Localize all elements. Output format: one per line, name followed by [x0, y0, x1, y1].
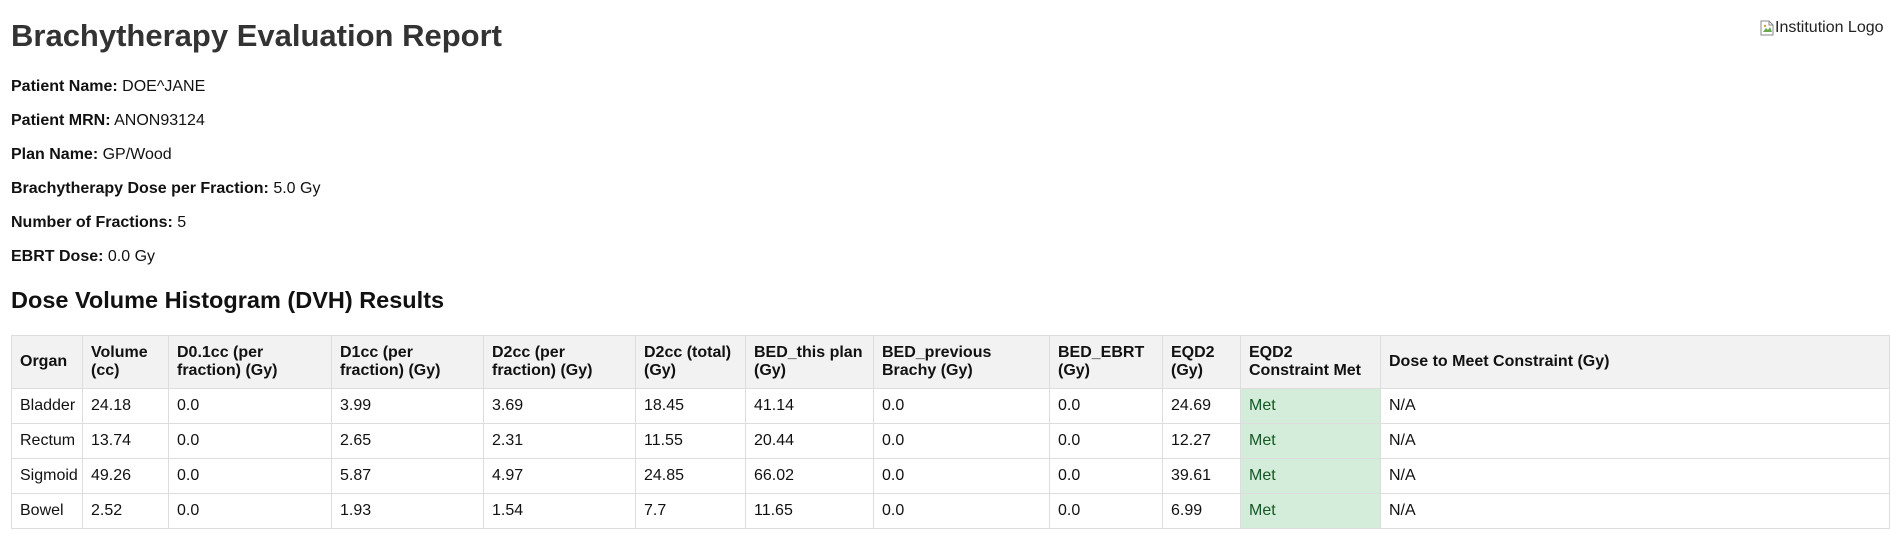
table-cell: 3.99: [331, 388, 484, 424]
patient-info: Patient Name: DOE^JANE Patient MRN: ANON…: [11, 77, 320, 281]
column-header: D2cc (total) (Gy): [635, 335, 746, 389]
table-cell: 66.02: [745, 458, 874, 494]
table-cell: N/A: [1380, 423, 1890, 459]
table-cell: Sigmoid: [11, 458, 83, 494]
column-header: D2cc (per fraction) (Gy): [483, 335, 636, 389]
info-label: Plan Name:: [11, 146, 99, 163]
table-cell: 24.85: [635, 458, 746, 494]
info-label: Patient Name:: [11, 78, 118, 95]
table-cell: N/A: [1380, 388, 1890, 424]
table-cell: 0.0: [168, 493, 332, 529]
column-header: Volume (cc): [82, 335, 169, 389]
table-cell: 6.99: [1162, 493, 1241, 529]
info-value: 0.0 Gy: [107, 248, 156, 265]
table-cell: 0.0: [1049, 423, 1163, 459]
table-cell: 11.65: [745, 493, 874, 529]
column-header: D1cc (per fraction) (Gy): [331, 335, 484, 389]
table-cell: 0.0: [873, 458, 1050, 494]
table-cell: 0.0: [873, 388, 1050, 424]
table-cell: 24.69: [1162, 388, 1241, 424]
table-cell: 0.0: [873, 423, 1050, 459]
table-row: Bowel 2.52 0.0 1.93 1.54 7.7 11.65 0.0 0…: [11, 493, 1890, 529]
table-row: Rectum 13.74 0.0 2.65 2.31 11.55 20.44 0…: [11, 423, 1890, 459]
table-row: Sigmoid 49.26 0.0 5.87 4.97 24.85 66.02 …: [11, 458, 1890, 494]
info-value: GP/Wood: [102, 146, 172, 163]
column-header: EQD2 (Gy): [1162, 335, 1241, 389]
info-value: 5: [177, 214, 187, 231]
report-title: Brachytherapy Evaluation Report: [11, 18, 502, 53]
table-cell: N/A: [1380, 493, 1890, 529]
table-cell: 2.65: [331, 423, 484, 459]
table-cell: 13.74: [82, 423, 169, 459]
info-patient-name: Patient Name: DOE^JANE: [11, 77, 320, 111]
table-cell: N/A: [1380, 458, 1890, 494]
broken-image-icon: [1760, 20, 1774, 36]
table-cell: 0.0: [1049, 388, 1163, 424]
column-header: BED_this plan (Gy): [745, 335, 874, 389]
table-cell: Rectum: [11, 423, 83, 459]
info-label: EBRT Dose:: [11, 248, 104, 265]
column-header: D0.1cc (per fraction) (Gy): [168, 335, 332, 389]
table-cell: 20.44: [745, 423, 874, 459]
table-row: Bladder 24.18 0.0 3.99 3.69 18.45 41.14 …: [11, 388, 1890, 424]
table-cell: 0.0: [1049, 458, 1163, 494]
table-cell: 12.27: [1162, 423, 1241, 459]
constraint-status-cell: Met: [1240, 493, 1381, 529]
table-cell: 18.45: [635, 388, 746, 424]
constraint-status-cell: Met: [1240, 458, 1381, 494]
institution-logo: Institution Logo: [1760, 18, 1884, 38]
dvh-results-table: Organ Volume (cc) D0.1cc (per fraction) …: [11, 335, 1890, 529]
column-header: Organ: [11, 335, 83, 389]
column-header: BED_previous Brachy (Gy): [873, 335, 1050, 389]
info-value: ANON93124: [114, 112, 205, 129]
table-cell: 2.52: [82, 493, 169, 529]
info-plan-name: Plan Name: GP/Wood: [11, 145, 320, 179]
table-cell: 2.31: [483, 423, 636, 459]
info-patient-mrn: Patient MRN: ANON93124: [11, 111, 320, 145]
table-cell: 11.55: [635, 423, 746, 459]
table-cell: 0.0: [168, 423, 332, 459]
logo-alt-text: Institution Logo: [1775, 19, 1884, 36]
constraint-status-cell: Met: [1240, 423, 1381, 459]
table-cell: 1.93: [331, 493, 484, 529]
table-cell: 3.69: [483, 388, 636, 424]
table-cell: 5.87: [331, 458, 484, 494]
table-cell: Bowel: [11, 493, 83, 529]
table-cell: 0.0: [168, 388, 332, 424]
info-label: Patient MRN:: [11, 112, 111, 129]
table-cell: 0.0: [873, 493, 1050, 529]
info-value: DOE^JANE: [122, 78, 206, 95]
constraint-status-cell: Met: [1240, 388, 1381, 424]
table-cell: 41.14: [745, 388, 874, 424]
table-cell: 0.0: [1049, 493, 1163, 529]
info-ebrt-dose: EBRT Dose: 0.0 Gy: [11, 247, 320, 281]
table-header-row: Organ Volume (cc) D0.1cc (per fraction) …: [11, 335, 1890, 389]
table-cell: 39.61: [1162, 458, 1241, 494]
column-header: BED_EBRT (Gy): [1049, 335, 1163, 389]
table-cell: 49.26: [82, 458, 169, 494]
column-header: Dose to Meet Constraint (Gy): [1380, 335, 1890, 389]
info-label: Brachytherapy Dose per Fraction:: [11, 180, 269, 197]
table-cell: Bladder: [11, 388, 83, 424]
table-cell: 0.0: [168, 458, 332, 494]
info-number-of-fractions: Number of Fractions: 5: [11, 213, 320, 247]
table-cell: 4.97: [483, 458, 636, 494]
info-value: 5.0 Gy: [273, 180, 321, 197]
table-cell: 7.7: [635, 493, 746, 529]
info-dose-per-fraction: Brachytherapy Dose per Fraction: 5.0 Gy: [11, 179, 320, 213]
column-header: EQD2 Constraint Met: [1240, 335, 1381, 389]
table-cell: 24.18: [82, 388, 169, 424]
dvh-section-title: Dose Volume Histogram (DVH) Results: [11, 287, 445, 313]
table-cell: 1.54: [483, 493, 636, 529]
info-label: Number of Fractions:: [11, 214, 173, 231]
